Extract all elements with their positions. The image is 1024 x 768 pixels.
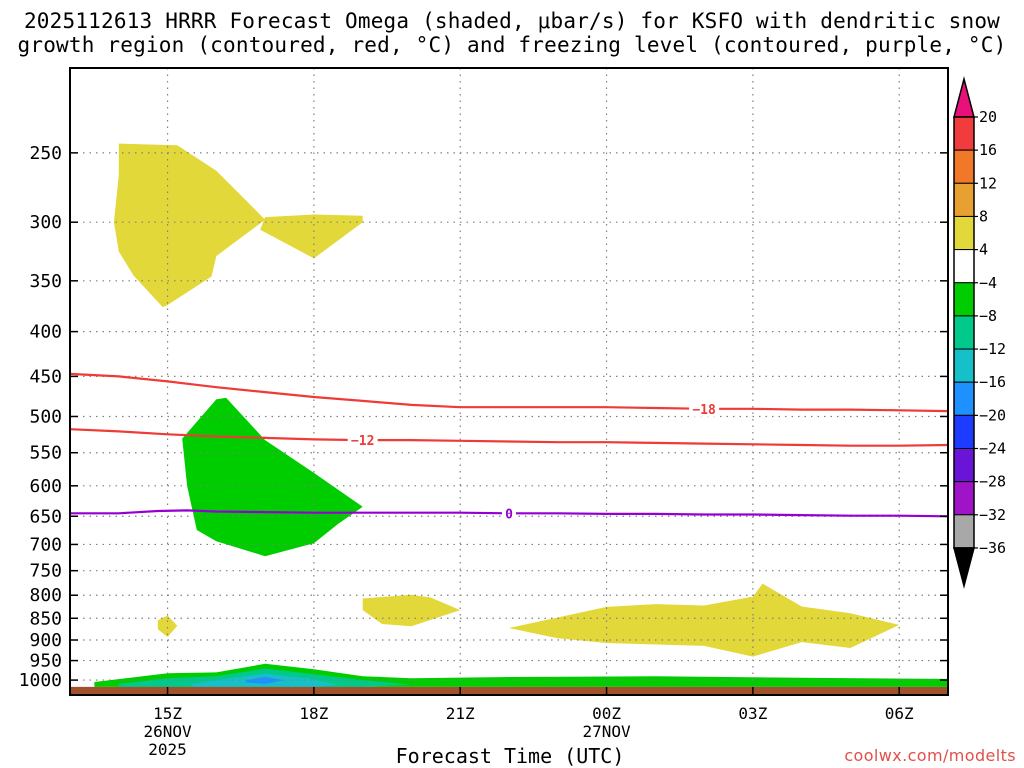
colorbar-label-1: 16 [979,141,997,159]
colorbar-label-12: −32 [979,506,1006,524]
x-tick-label-18Z: 18Z [299,704,328,723]
y-tick-label-400: 400 [29,322,62,343]
colorbar-label-9: −20 [979,406,1006,424]
y-tick-label-700: 700 [29,534,62,555]
contour-layer: −18 −12 0 [70,372,948,522]
y-tick-label-1000: 1000 [19,670,62,691]
x-tick-date-15Z: 26NOV [143,722,192,741]
colorbar-label-2: 12 [979,174,997,192]
colorbar-frame [953,116,975,549]
y-axis-ticks: 2503003504004505005506006507007508008509… [19,143,948,691]
y-tick-label-350: 350 [29,271,62,292]
x-tick-label-15Z: 15Z [153,704,182,723]
colorbar-label-13: −36 [979,539,1006,557]
colorbar-bin-5 [953,249,975,284]
x-tick-date-00Z: 27NOV [582,722,631,741]
colorbar-bin-8 [953,348,975,383]
colorbar-bin-3 [953,182,975,217]
colorbar-label-3: 8 [979,207,988,225]
y-tick-label-450: 450 [29,366,62,387]
ground-band [70,686,948,695]
colorbar-label-5: −4 [979,274,997,292]
ground-layer [70,686,948,695]
y-tick-label-300: 300 [29,212,62,233]
x-tick-label-03Z: 03Z [738,704,767,723]
colorbar-bin-1 [953,116,975,151]
y-tick-label-500: 500 [29,406,62,427]
colorbar-label-11: −28 [979,473,1006,491]
colorbar-arrow-down [953,547,975,589]
x-tick-year-15Z: 2025 [148,740,187,759]
plot-frame [69,67,949,696]
omega-region-4 [509,583,900,657]
y-tick-label-800: 800 [29,585,62,606]
contour-dgz-0 [70,372,948,413]
y-tick-label-650: 650 [29,506,62,527]
contour-label-1: −12 [351,434,374,449]
site-credit-link[interactable]: coolwx.com/modelts [844,746,1016,765]
frame-layer [69,67,949,696]
y-tick-label-550: 550 [29,443,62,464]
x-tick-label-06Z: 06Z [885,704,914,723]
colorbar-bin-4 [953,215,975,251]
contour-label-0: −18 [692,403,716,418]
y-tick-label-850: 850 [29,608,62,629]
omega-region-3 [157,615,178,637]
omega-region-0 [113,143,266,308]
contour-label-2: 0 [505,507,513,522]
chart-title-line-2: growth region (contoured, red, °C) and f… [17,33,1007,57]
chart-title-line-1: 2025112613 HRRR Forecast Omega (shaded, … [23,9,1001,33]
colorbar-label-0: 20 [979,108,997,126]
contour-label-bg-0 [689,400,720,417]
colorbar-bin-6 [953,282,975,317]
contour-freezing-2 [70,509,948,518]
colorbar-label-10: −24 [979,440,1006,458]
colorbar-bin-13 [953,514,975,549]
colorbar-label-4: 4 [979,241,988,259]
colorbar-label-7: −12 [979,340,1006,358]
colorbar-label-6: −8 [979,307,997,325]
x-tick-label-21Z: 21Z [446,704,475,723]
omega-region-2 [362,594,461,627]
omega-region-5 [182,397,363,557]
omega-shading-layer [94,143,948,687]
y-tick-label-600: 600 [29,476,62,497]
colorbar-bin-10 [953,414,975,450]
colorbar-bin-2 [953,149,975,184]
contour-label-bg-2 [502,505,516,522]
colorbar-bin-9 [953,381,975,416]
x-axis-title: Forecast Time (UTC) [395,744,625,768]
colorbar-bin-7 [953,315,975,350]
x-tick-label-00Z: 00Z [592,704,621,723]
colorbar-bin-12 [953,481,975,516]
colorbar-label-8: −16 [979,373,1006,391]
colorbar-arrow-up [953,76,975,118]
y-tick-label-250: 250 [29,143,62,164]
y-tick-label-750: 750 [29,561,62,582]
contour-label-bg-1 [347,432,378,449]
omega-region-1 [260,214,363,259]
contour-dgz-1 [70,428,948,447]
colorbar-bin-11 [953,448,975,483]
colorbar: 20 16 12 8 4 −4 −8 −12 −16 −20 −24 −28 −32 −36 [953,76,1006,589]
y-tick-label-900: 900 [29,630,62,651]
y-tick-label-950: 950 [29,651,62,672]
